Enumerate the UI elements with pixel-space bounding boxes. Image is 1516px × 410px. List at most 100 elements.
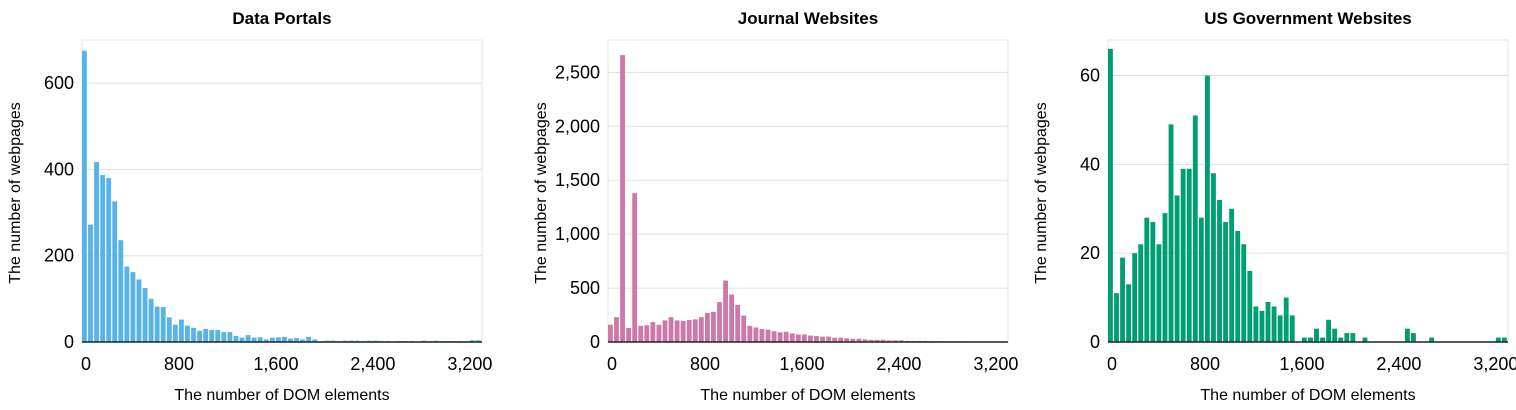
x-tick-label: 3,200 [1473,354,1516,374]
histogram-bar [306,336,312,342]
histogram-bar [717,302,722,342]
histogram-bar [148,298,154,342]
histogram-bar [233,335,239,342]
histogram-bar [154,306,160,342]
histogram-bar [686,319,692,342]
histogram-bar [1120,257,1125,342]
x-axis-label: The number of DOM elements [174,387,389,404]
x-axis-label: The number of DOM elements [700,387,915,404]
histogram-bar [1308,337,1313,342]
histogram-bar [100,175,106,342]
chart-panel-2: 0 500 1,000 1,500 2,000 2,500 0 800 1,600 2,400 3,… [533,9,1018,404]
histogram-bar [275,337,281,342]
histogram-bar [1156,244,1162,342]
histogram-bar [124,266,130,342]
x-tick-label: 1,600 [1279,354,1324,374]
histogram-bar [191,327,196,342]
histogram-bar [795,334,801,342]
x-tick-label: 2,400 [876,354,921,374]
histogram-bar [880,339,886,342]
x-tick-label: 0 [81,354,91,374]
histogram-bar [197,330,203,342]
histogram-bar [638,325,644,342]
histogram-bar [312,339,318,342]
chart-title: US Government Websites [1204,9,1412,28]
y-axis-label: The number of webpages [533,102,550,283]
histogram-bar [698,317,704,342]
histogram-bar [1332,328,1338,342]
x-tick-label: 800 [164,354,194,374]
histogram-bar [1344,333,1350,342]
histogram-bar [1314,328,1319,342]
histogram-bar [1350,333,1356,342]
histogram-bar [832,337,838,342]
y-tick-label: 0 [64,332,74,352]
histogram-bar [892,340,898,342]
x-tick-label: 2,400 [350,354,395,374]
histogram-bar [130,272,136,342]
histogram-bar [1126,284,1132,342]
histogram-bar [1265,302,1271,342]
histogram-bar [118,240,124,342]
chart-panel-1: 0 200 400 600 0 800 1,600 2,400 3,200 Data Portal… [7,9,492,404]
x-tick-label: 3,200 [447,354,492,374]
histogram-bar [856,338,862,342]
histogram-bar [850,338,856,342]
histogram-bar [1223,222,1229,342]
y-tick-label: 0 [590,332,600,352]
histogram-bar [185,325,190,342]
histogram-bar [257,337,263,342]
histogram-bar [674,320,680,342]
histogram-bar [1150,222,1156,342]
histogram-bar [245,335,251,342]
histogram-bar [215,329,221,342]
x-tick-label: 800 [1190,354,1220,374]
histogram-bar [862,339,868,342]
x-tick-label: 800 [690,354,720,374]
y-axis-label: The number of webpages [7,102,24,283]
histogram-bar [172,324,178,342]
histogram-bar [1411,333,1416,342]
histogram-bar [288,338,293,342]
histogram-bar [203,329,209,342]
histogram-bar [251,337,257,342]
histogram-bar [753,327,759,342]
plot-area [81,39,483,343]
histogram-bar [662,320,668,342]
histogram-bar [650,322,656,342]
histogram-bar [1211,173,1216,342]
chart-title: Journal Websites [738,9,878,28]
histogram-bar [820,336,825,342]
histogram-bar [1132,253,1138,342]
histogram-bar [300,339,306,342]
y-tick-label: 40 [1080,154,1100,174]
histogram-bar [711,311,716,342]
histogram-bar [729,294,735,342]
histogram-bar [294,338,299,342]
histogram-bar [1168,124,1174,342]
bars [608,55,1007,342]
histogram-bar [1362,337,1368,342]
histogram-bar [1495,337,1501,342]
bars [82,50,481,343]
histogram-bar [1338,337,1344,342]
y-tick-label: 2,000 [555,116,600,136]
histogram-bar [844,338,850,342]
histogram-bar [741,315,747,342]
y-tick-label: 500 [570,278,600,298]
histogram-bar [1404,328,1410,342]
histogram-bar [1198,217,1204,342]
bars [1108,48,1507,342]
histogram-bar [469,340,475,342]
x-tick-label: 2,400 [1376,354,1421,374]
histogram-bar [227,332,233,342]
histogram-bar [1108,48,1113,342]
y-axis-label: The number of webpages [1033,102,1050,283]
x-tick-label: 3,200 [973,354,1018,374]
histogram-bar [783,331,789,342]
histogram-bar [269,337,275,342]
histogram-bar [620,55,625,342]
histogram-bar [632,193,638,342]
y-tick-label: 20 [1080,243,1100,263]
